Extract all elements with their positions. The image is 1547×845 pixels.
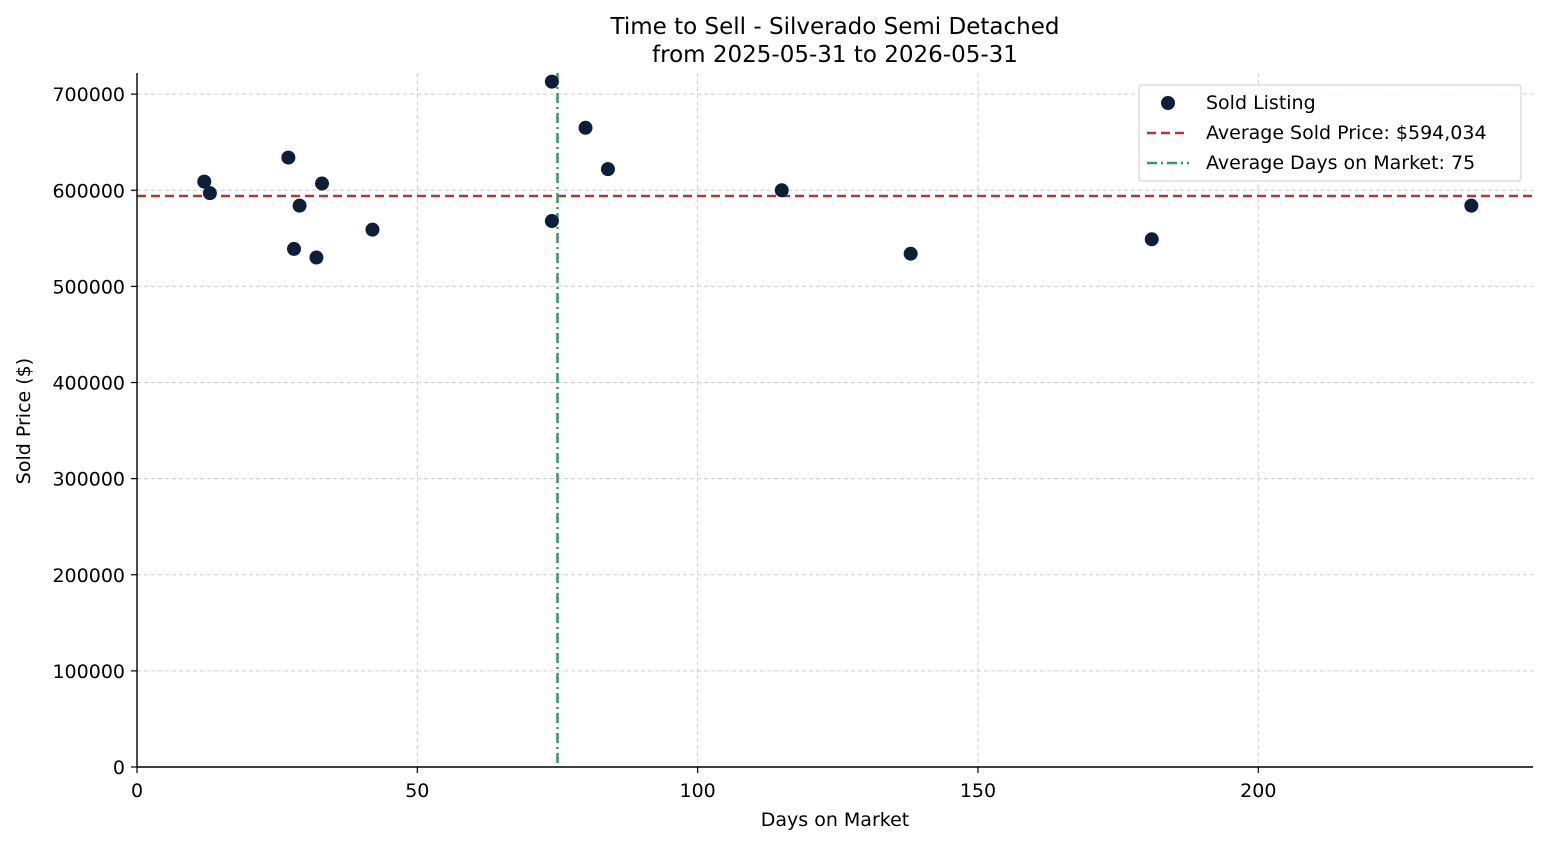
legend-box: [1138, 84, 1522, 182]
data-points: [197, 74, 1479, 265]
data-point: [202, 186, 217, 201]
legend-label-sold-listing: Sold Listing: [1206, 92, 1316, 114]
legend-label-average-days: Average Days on Market: 75: [1206, 152, 1475, 174]
data-point: [544, 74, 559, 89]
data-point: [774, 183, 789, 198]
reference-lines: [137, 73, 1533, 767]
chart-subtitle: from 2025-05-31 to 2026-05-31: [652, 42, 1018, 68]
data-point: [600, 162, 615, 177]
axis-ticks: 0 50 100 150 200 0 100000 200000 300000 400000 500…: [52, 84, 1276, 802]
x-tick-label: 150: [960, 780, 996, 802]
y-tick-label: 600000: [52, 180, 125, 202]
data-point: [365, 222, 380, 237]
data-point: [315, 176, 330, 191]
chart-title: Time to Sell - Silverado Semi Detached: [610, 14, 1060, 40]
data-point: [286, 241, 301, 256]
legend-marker-sold-listing: [1161, 96, 1175, 110]
data-point: [197, 174, 212, 189]
data-point: [544, 214, 559, 229]
data-point: [281, 150, 296, 165]
axes: [136, 73, 1533, 768]
data-point: [292, 198, 307, 213]
grid-lines: [137, 73, 1533, 767]
y-axis-label: Sold Price ($): [13, 358, 35, 484]
data-point: [1464, 198, 1479, 213]
y-tick-label: 200000: [52, 565, 125, 587]
x-tick-label: 50: [405, 780, 429, 802]
y-tick-label: 700000: [52, 84, 125, 106]
y-tick-label: 300000: [52, 469, 125, 491]
y-tick-label: 0: [113, 757, 125, 779]
legend-label-average-price: Average Sold Price: $594,034: [1206, 122, 1487, 144]
x-axis-label: Days on Market: [761, 809, 909, 831]
legend: Sold Listing Average Sold Price: $594,03…: [1138, 84, 1522, 182]
y-tick-label: 500000: [52, 276, 125, 298]
x-tick-label: 0: [131, 780, 143, 802]
x-tick-label: 100: [680, 780, 716, 802]
data-point: [578, 120, 593, 135]
y-tick-label: 400000: [52, 373, 125, 395]
x-tick-label: 200: [1240, 780, 1276, 802]
data-point: [1144, 232, 1159, 247]
y-tick-label: 100000: [52, 661, 125, 683]
data-point: [903, 246, 918, 261]
data-point: [309, 250, 324, 265]
